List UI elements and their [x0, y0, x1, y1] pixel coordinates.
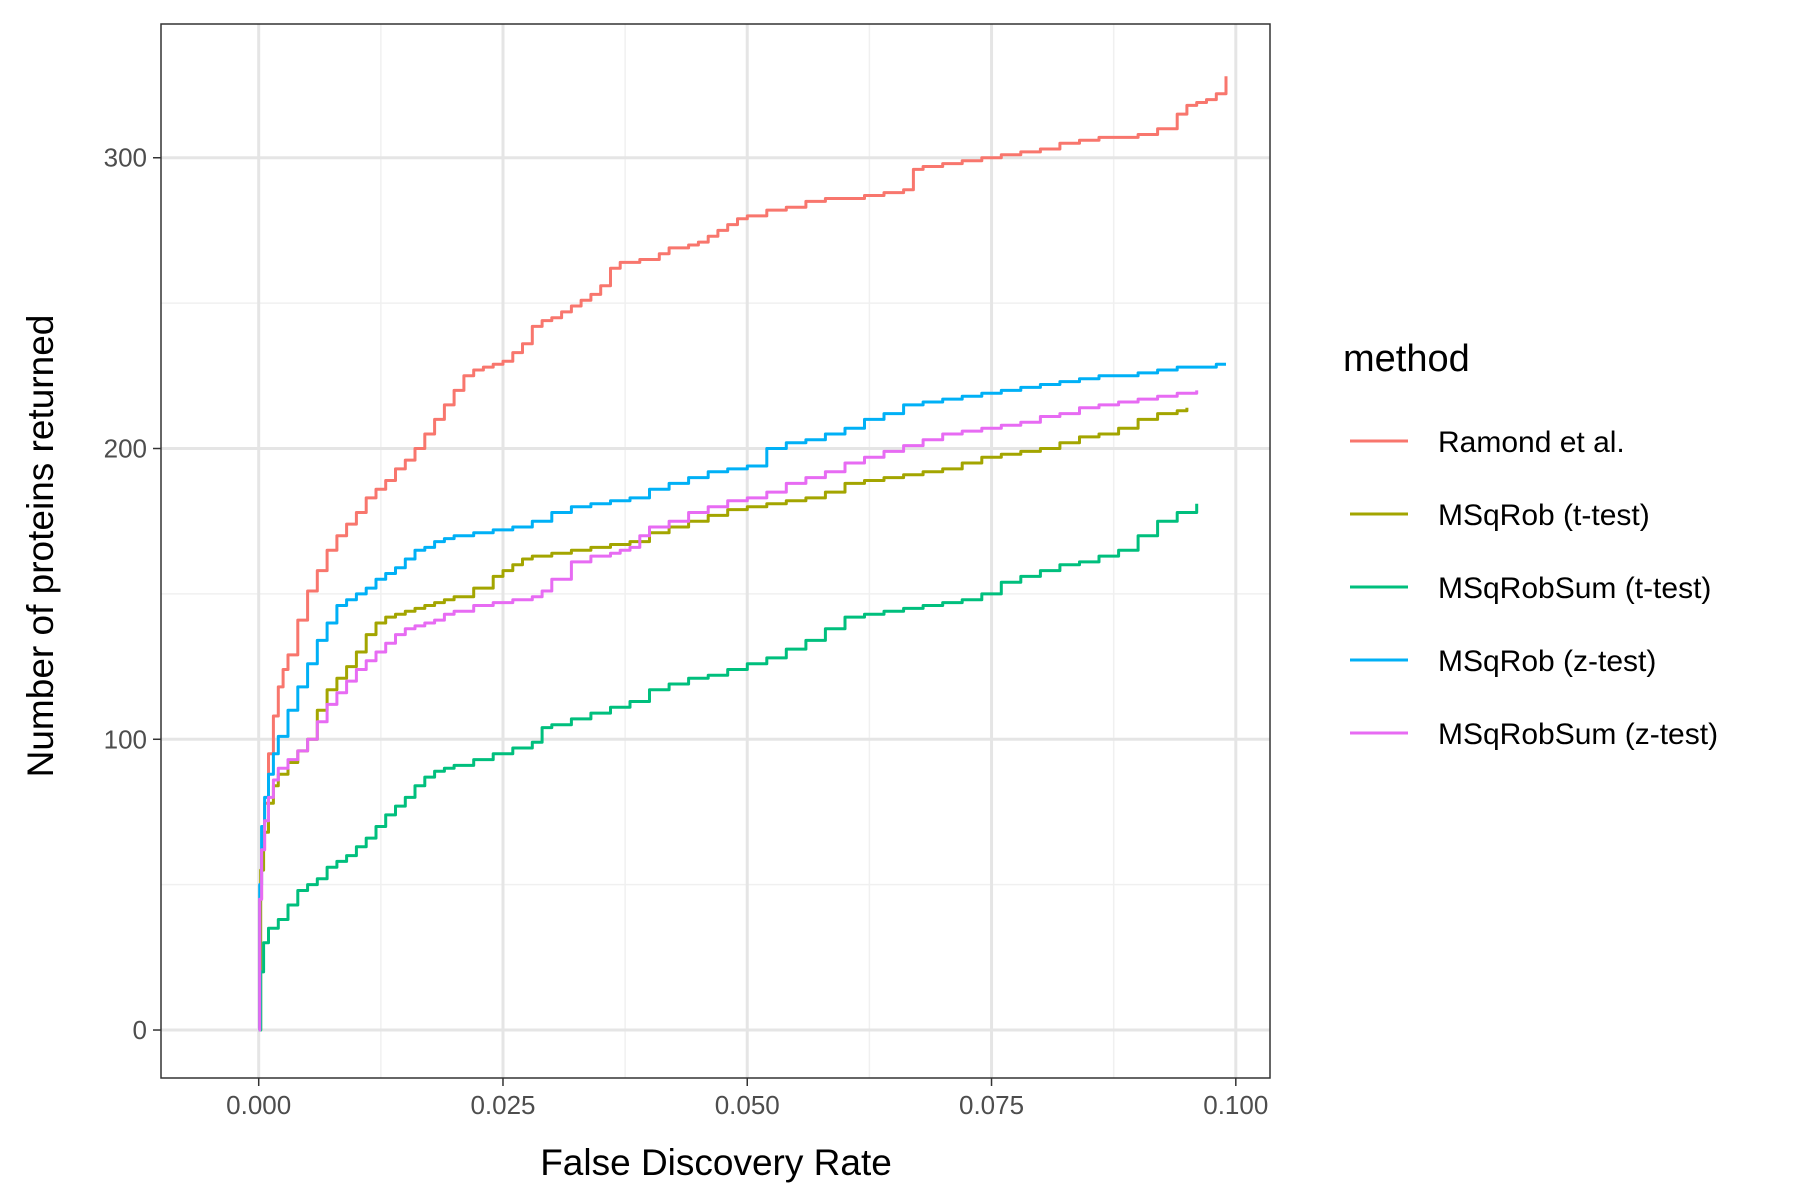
plot-panel [161, 24, 1270, 1078]
series-line [258, 362, 1226, 1032]
series-line [258, 76, 1228, 1032]
x-axis-ticks: 0.000 0.025 0.050 0.075 0.100 [226, 1078, 1268, 1120]
x-tick-label: 0.025 [470, 1090, 535, 1120]
x-axis-title: False Discovery Rate [540, 1142, 892, 1183]
x-tick-label: 0.050 [715, 1090, 780, 1120]
legend-label: MSqRob (t-test) [1438, 499, 1650, 532]
series-line [258, 503, 1199, 1032]
legend-label: MSqRob (z-test) [1438, 645, 1656, 678]
y-tick-label: 0 [133, 1015, 147, 1045]
y-tick-label: 200 [104, 434, 147, 464]
legend: method Ramond et al. MSqRob (t-test) MSqRo… [1343, 338, 1718, 751]
series-line [258, 390, 1199, 1032]
y-axis-title: Number of proteins returned [20, 315, 61, 778]
x-tick-label: 0.075 [959, 1090, 1024, 1120]
plot-border [160, 23, 1271, 1079]
legend-label: MSqRobSum (z-test) [1438, 718, 1718, 751]
x-tick-label: 0.000 [226, 1090, 291, 1120]
series-line [258, 407, 1189, 1032]
legend-title: method [1343, 338, 1470, 380]
y-tick-label: 100 [104, 724, 147, 754]
series-lines [258, 76, 1228, 1032]
x-tick-label: 0.100 [1203, 1090, 1268, 1120]
legend-label: Ramond et al. [1438, 426, 1625, 459]
legend-label: MSqRobSum (t-test) [1438, 572, 1711, 605]
y-tick-label: 300 [104, 143, 147, 173]
major-grid [161, 24, 1270, 1078]
y-axis-ticks: 0 100 200 300 [104, 143, 161, 1045]
